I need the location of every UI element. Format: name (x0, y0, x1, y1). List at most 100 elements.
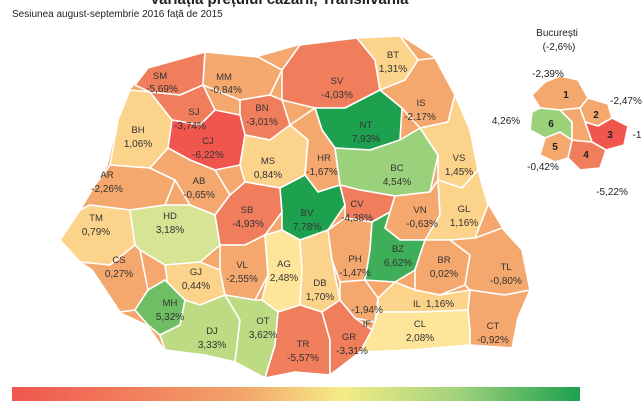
sector-1-value: -2,39% (532, 69, 564, 80)
label-code-OT: OT (256, 316, 269, 327)
label-code-IL: IL (413, 299, 421, 310)
sector-6-value: 4,26% (492, 116, 520, 127)
label-code-GR: GR (342, 332, 356, 343)
label-code-DJ: DJ (206, 326, 218, 337)
label-value-DB: 1,70% (306, 292, 334, 303)
county-labels: SM -5,69% MM -0,84% SV -4,03% BT 1,31% B… (82, 50, 522, 364)
label-value-SM: -5,69% (146, 84, 178, 95)
label-value-SB: -4,93% (232, 219, 264, 230)
label-value-OT: 3,62% (249, 330, 277, 341)
label-value-BH: 1,06% (124, 139, 152, 150)
label-value-VN: -0,63% (406, 219, 438, 230)
label-value-CJ: -6,22% (192, 150, 224, 161)
label-code-BR: BR (437, 255, 450, 266)
label-code-TR: TR (297, 339, 310, 350)
county-CT[interactable] (467, 289, 531, 349)
sector-center (558, 107, 594, 143)
label-value-HD: 3,18% (156, 225, 184, 236)
label-code-MM: MM (216, 72, 232, 83)
label-code-GJ: GJ (190, 267, 202, 278)
label-value-AB: -0,65% (183, 190, 215, 201)
label-code-MS: MS (261, 156, 275, 167)
county-VL[interactable] (219, 234, 269, 301)
label-code-SJ: SJ (188, 107, 199, 118)
label-value-AG: 2,48% (270, 273, 298, 284)
label-value-MH: 5,32% (156, 312, 184, 323)
label-code-SV: SV (331, 76, 344, 87)
label-value-BN: -3,01% (246, 117, 278, 128)
label-code-SM: SM (153, 71, 167, 82)
label-code-TM: TM (89, 213, 103, 224)
sector-4-value: -5,22% (596, 187, 628, 198)
label-value-CT: -0,92% (477, 335, 509, 346)
sector-1[interactable] (531, 75, 589, 111)
label-value-DJ: 3,33% (198, 340, 226, 351)
sector-5-value: -0,42% (527, 162, 559, 173)
label-code-CS: CS (112, 255, 125, 266)
sector-1-label: 1 (563, 90, 569, 101)
sector-3-label: 3 (607, 130, 613, 141)
label-code-CJ: CJ (202, 136, 214, 147)
county-AG[interactable] (261, 229, 303, 313)
label-value-BR: 0,02% (430, 269, 458, 280)
sector-5-label: 5 (552, 142, 558, 153)
label-value-IS: -2,17% (404, 112, 436, 123)
label-code-CL: CL (414, 319, 426, 330)
label-code-BH: BH (131, 125, 144, 136)
label-value-TL: -0,80% (490, 276, 522, 287)
label-code-VL: VL (236, 260, 248, 271)
label-code-AB: AB (193, 176, 206, 187)
label-code-PH: PH (348, 254, 361, 265)
label-value-GR: -3,31% (336, 346, 368, 357)
color-scale-bar (12, 387, 580, 401)
label-value-CV: -4,38% (341, 213, 373, 224)
label-value-MM: -0,84% (210, 85, 242, 96)
label-value-SJ: -3,74% (174, 121, 206, 132)
label-value-BT: 1,31% (379, 64, 407, 75)
label-code-AR: AR (100, 170, 113, 181)
label-code-CV: CV (350, 199, 364, 210)
county-BV[interactable] (279, 174, 346, 241)
label-code-BN: BN (255, 103, 268, 114)
sector-3-value: -1 (633, 130, 642, 141)
label-value-IF: -1,94% (351, 305, 383, 316)
label-value-SV: -4,03% (321, 90, 353, 101)
label-code-MH: MH (163, 298, 178, 309)
label-code-BV: BV (301, 208, 314, 219)
bucharest-inset: București (-2,6%) 1 2 3 4 5 6 -2,39% -2,… (492, 28, 642, 198)
label-code-AG: AG (277, 259, 291, 270)
label-code-NT: NT (360, 120, 373, 131)
label-code-IS: IS (417, 98, 426, 109)
county-CL[interactable] (359, 309, 471, 353)
label-code-HD: HD (163, 211, 177, 222)
label-code-GL: GL (458, 204, 471, 215)
label-value-GJ: 0,44% (182, 281, 210, 292)
label-value-BZ: 6,62% (384, 258, 412, 269)
label-value-HR: -1,67% (306, 167, 338, 178)
label-code-TL: TL (500, 262, 511, 273)
label-value-NT: 7,93% (352, 134, 380, 145)
bucharest-title: București (536, 28, 578, 39)
sector-4-label: 4 (583, 150, 589, 161)
label-code-CT: CT (487, 321, 500, 332)
sector-2-label: 2 (593, 110, 599, 121)
label-code-BT: BT (387, 50, 399, 61)
label-value-TR: -5,57% (287, 353, 319, 364)
label-value-MS: 0,84% (254, 170, 282, 181)
label-value-BV: 7,78% (293, 222, 321, 233)
sector-2-value: -2,47% (610, 96, 642, 107)
label-value-CS: 0,27% (105, 269, 133, 280)
map-subtitle: Sesiunea august-septembrie 2016 față de … (12, 9, 223, 20)
map-title: Variația prețului cazării, Transilvania (150, 0, 408, 8)
label-value-IL: 1,16% (426, 299, 454, 310)
label-value-AR: -2,26% (91, 184, 123, 195)
label-code-VS: VS (453, 153, 466, 164)
label-code-BC: BC (390, 163, 403, 174)
label-code-HR: HR (317, 153, 331, 164)
label-code-SB: SB (241, 205, 254, 216)
label-value-TM: 0,79% (82, 227, 110, 238)
label-value-PH: -1,47% (339, 268, 371, 279)
label-value-VS: 1,45% (445, 167, 473, 178)
label-value-VL: -2,55% (226, 274, 258, 285)
